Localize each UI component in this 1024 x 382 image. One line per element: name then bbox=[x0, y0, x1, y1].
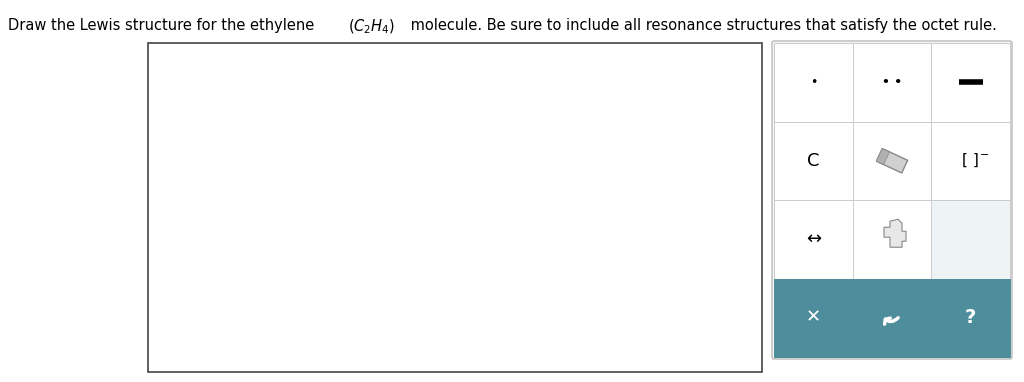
Bar bbox=[148, 43, 762, 372]
Polygon shape bbox=[877, 149, 907, 173]
Text: • •: • • bbox=[882, 76, 902, 89]
Text: ✕: ✕ bbox=[806, 309, 821, 327]
Bar bbox=[932, 200, 1010, 278]
Text: •: • bbox=[810, 76, 817, 89]
Text: molecule. Be sure to include all resonance structures that satisfy the octet rul: molecule. Be sure to include all resonan… bbox=[406, 18, 997, 33]
Bar bbox=[932, 43, 1010, 121]
Bar bbox=[853, 200, 932, 278]
Polygon shape bbox=[884, 219, 906, 247]
Bar bbox=[774, 278, 853, 357]
Bar bbox=[853, 43, 932, 121]
Bar bbox=[853, 278, 932, 357]
Text: ↔: ↔ bbox=[806, 230, 821, 248]
Text: $(C_2H_4)$: $(C_2H_4)$ bbox=[348, 18, 395, 36]
Bar bbox=[774, 200, 853, 278]
Text: [ ]: [ ] bbox=[963, 153, 979, 168]
Text: C: C bbox=[807, 152, 819, 170]
Polygon shape bbox=[877, 149, 890, 165]
Bar bbox=[774, 121, 853, 200]
FancyBboxPatch shape bbox=[772, 41, 1012, 359]
Bar bbox=[932, 121, 1010, 200]
Bar bbox=[932, 278, 1010, 357]
Text: Draw the Lewis structure for the ethylene: Draw the Lewis structure for the ethylen… bbox=[8, 18, 318, 33]
Text: ?: ? bbox=[965, 308, 976, 327]
Text: −: − bbox=[980, 150, 989, 160]
Bar bbox=[774, 43, 853, 121]
Bar bbox=[853, 121, 932, 200]
